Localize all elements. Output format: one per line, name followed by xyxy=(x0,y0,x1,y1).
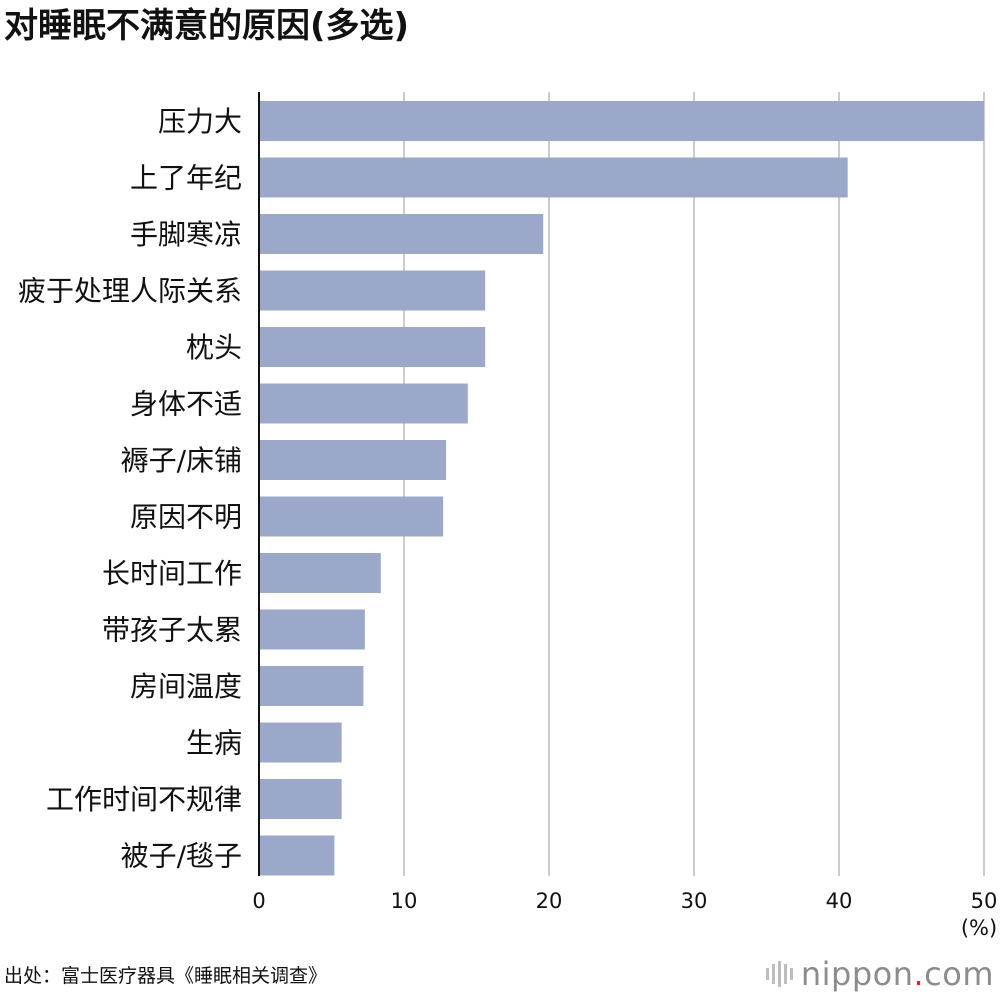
category-label: 工作时间不规律 xyxy=(46,783,242,816)
x-tick-label: 50 xyxy=(971,889,998,913)
bar xyxy=(259,666,364,706)
bar xyxy=(259,553,381,593)
category-label: 房间温度 xyxy=(130,670,242,703)
category-label: 被子/毯子 xyxy=(121,840,242,873)
source-note: 出处：富士医疗器具《睡眠相关调查》 xyxy=(4,965,328,987)
bars xyxy=(259,101,984,876)
x-axis-unit: (%) xyxy=(961,916,997,940)
bar xyxy=(259,496,444,537)
x-tick-label: 0 xyxy=(252,889,265,913)
x-tick-label: 40 xyxy=(826,889,853,913)
category-label: 压力大 xyxy=(158,105,242,138)
bar xyxy=(259,609,365,650)
gridlines xyxy=(403,92,985,876)
category-label: 带孩子太累 xyxy=(102,614,242,647)
bar xyxy=(259,270,486,311)
category-label: 生病 xyxy=(186,727,242,760)
nippon-logo: nippon.com xyxy=(765,954,994,994)
bar-chart: 压力大上了年纪手脚寒凉疲于处理人际关系枕头身体不适褥子/床铺原因不明长时间工作带… xyxy=(18,92,997,940)
chart-title: 对睡眠不满意的原因(多选) xyxy=(4,6,410,46)
category-label: 长时间工作 xyxy=(102,557,242,590)
tick-labels: 0 10 20 30 40 50 (%) xyxy=(252,889,997,940)
category-label: 身体不适 xyxy=(130,388,242,421)
bar xyxy=(259,327,486,367)
logo-text: nippon.com xyxy=(801,955,994,993)
category-label: 手脚寒凉 xyxy=(130,218,242,251)
x-tick-label: 30 xyxy=(681,889,708,913)
bar xyxy=(259,722,342,763)
bar xyxy=(259,101,984,141)
bar xyxy=(259,157,848,198)
bar xyxy=(259,383,468,424)
category-label: 疲于处理人际关系 xyxy=(18,275,242,308)
nippon-logo-icon xyxy=(765,961,793,987)
category-labels: 压力大上了年纪手脚寒凉疲于处理人际关系枕头身体不适褥子/床铺原因不明长时间工作带… xyxy=(18,105,242,873)
category-label: 褥子/床铺 xyxy=(121,444,242,477)
category-label: 上了年纪 xyxy=(130,162,242,195)
x-tick-label: 20 xyxy=(536,889,563,913)
x-tick-label: 10 xyxy=(391,889,418,913)
category-label: 枕头 xyxy=(186,331,242,364)
logo-name: nippon xyxy=(800,955,914,993)
logo-suffix: com xyxy=(924,955,994,993)
logo-dot: . xyxy=(913,955,925,993)
category-label: 原因不明 xyxy=(130,501,242,534)
bar xyxy=(259,779,342,819)
bar xyxy=(259,835,335,876)
bar xyxy=(259,214,544,254)
bar xyxy=(259,440,447,480)
